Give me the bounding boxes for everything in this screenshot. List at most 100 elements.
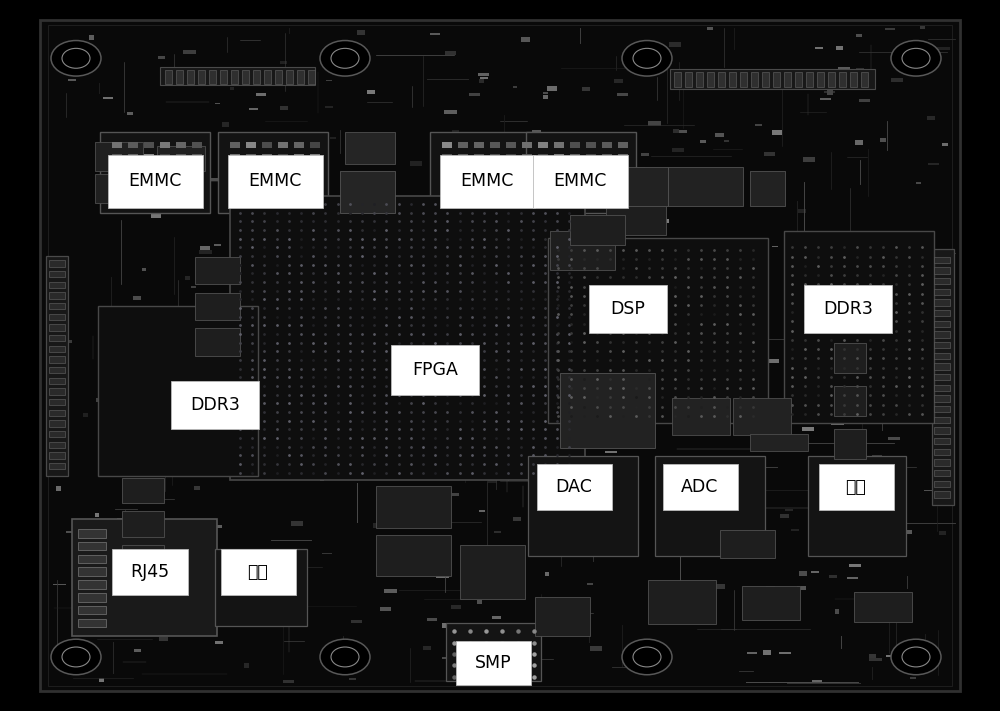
Bar [452,493,459,496]
Bar [122,478,164,503]
Bar [423,646,431,651]
Bar [187,70,194,84]
Bar [134,648,141,652]
Bar [896,485,901,489]
Bar [345,442,351,444]
Bar [538,165,548,171]
Bar [592,407,601,410]
Bar [742,87,755,89]
Bar [835,609,839,614]
Bar [798,209,806,213]
Bar [490,165,500,171]
Bar [209,70,216,84]
Bar [270,219,281,220]
Bar [230,196,585,480]
Bar [458,154,468,159]
Bar [932,249,954,505]
Bar [346,333,355,336]
Bar [853,507,863,508]
Bar [64,340,72,343]
Bar [108,155,202,208]
Bar [720,171,729,176]
Bar [198,70,205,84]
Bar [490,154,500,159]
Bar [855,321,867,324]
Bar [708,464,716,468]
Bar [934,438,950,444]
Bar [554,165,564,171]
Circle shape [902,48,930,68]
Bar [160,199,170,205]
Bar [934,417,950,423]
Bar [49,452,65,459]
Text: RJ45: RJ45 [130,563,170,582]
Bar [586,165,596,171]
Bar [934,385,950,391]
Bar [430,132,540,213]
Bar [474,199,484,205]
Bar [586,199,596,205]
Bar [171,381,259,429]
Bar [606,206,666,235]
Bar [630,432,637,436]
Bar [294,188,304,193]
Bar [474,154,484,159]
Bar [617,93,628,95]
Bar [934,406,950,412]
Bar [244,663,249,668]
Bar [513,86,517,87]
Bar [856,68,864,70]
Circle shape [62,48,90,68]
Bar [939,531,946,535]
Bar [488,479,497,483]
Bar [839,474,848,479]
Bar [899,283,912,286]
Bar [887,268,898,273]
Bar [191,286,196,288]
Bar [773,72,780,87]
Bar [144,154,154,159]
Bar [262,142,272,148]
Bar [506,142,516,148]
Bar [934,321,950,327]
Bar [694,488,698,491]
Bar [95,513,99,517]
Bar [301,451,308,455]
Bar [426,276,436,279]
Bar [850,72,857,87]
Bar [522,142,532,148]
Bar [595,274,605,277]
Bar [834,429,866,459]
Text: DSP: DSP [611,300,645,319]
Bar [570,199,580,205]
Bar [538,188,548,193]
Bar [812,680,822,682]
Bar [538,142,548,148]
Bar [545,572,549,577]
Bar [797,587,806,590]
Bar [633,318,645,319]
Bar [766,587,775,591]
Bar [469,92,480,96]
Bar [291,521,303,525]
Bar [49,420,65,427]
Bar [349,678,356,680]
Bar [829,353,837,355]
Text: DDR3: DDR3 [190,396,240,415]
Bar [755,124,762,126]
Bar [829,78,841,81]
Bar [373,523,380,528]
Bar [658,58,667,59]
Bar [112,165,122,171]
Bar [511,422,517,424]
Bar [297,70,304,84]
Bar [157,146,205,171]
Bar [513,517,521,521]
Bar [780,616,789,619]
Bar [769,359,779,363]
Bar [670,69,875,89]
Bar [49,292,65,299]
Bar [713,464,724,465]
Bar [122,545,164,570]
Bar [838,67,850,70]
